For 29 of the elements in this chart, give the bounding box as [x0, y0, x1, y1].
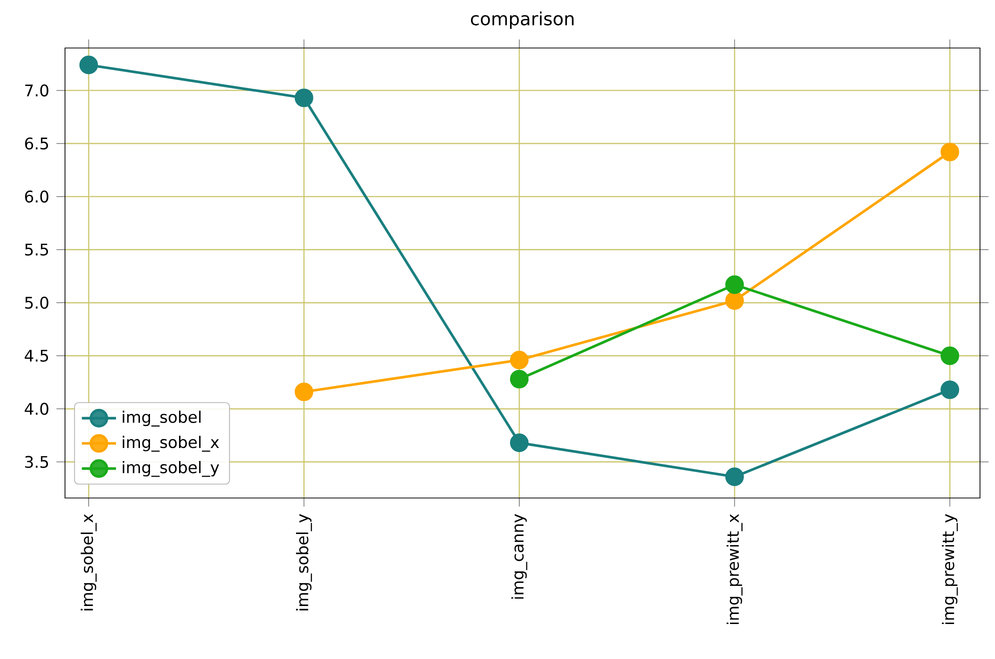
y-tick-label: 6.0	[25, 190, 48, 203]
point	[725, 467, 744, 486]
point	[510, 434, 529, 452]
x-tick-label: img_sobel_y	[296, 514, 312, 610]
y-tick-label: 6.5	[25, 137, 48, 150]
point	[510, 350, 529, 370]
point	[294, 382, 314, 402]
point	[79, 56, 98, 74]
point	[294, 88, 314, 108]
legend-label: img_sobel_x	[122, 436, 219, 452]
point	[725, 275, 744, 294]
point	[940, 142, 960, 162]
y-tick-label: 3.5	[25, 456, 48, 468]
chart-title: comparison	[470, 12, 574, 29]
x-tick-label: img_canny	[511, 514, 528, 599]
y-tick-label: 7.0	[25, 84, 48, 96]
x-tick-label: img_prewitt_x	[726, 514, 743, 624]
point	[940, 346, 960, 366]
legend-label: img_sobel	[122, 410, 201, 427]
point	[510, 370, 529, 388]
point	[940, 380, 960, 400]
y-tick-label: 5.5	[25, 244, 48, 256]
legend-label: img_sobel_y	[122, 460, 220, 477]
y-tick-label: 5.0	[25, 296, 48, 309]
point	[725, 291, 744, 310]
y-tick-label: 4.0	[24, 402, 48, 415]
x-tick-label: img_prewitt_y	[942, 514, 958, 624]
x-tick-label: img_sobel_x	[80, 514, 97, 610]
y-tick-label: 4.5	[24, 350, 48, 362]
